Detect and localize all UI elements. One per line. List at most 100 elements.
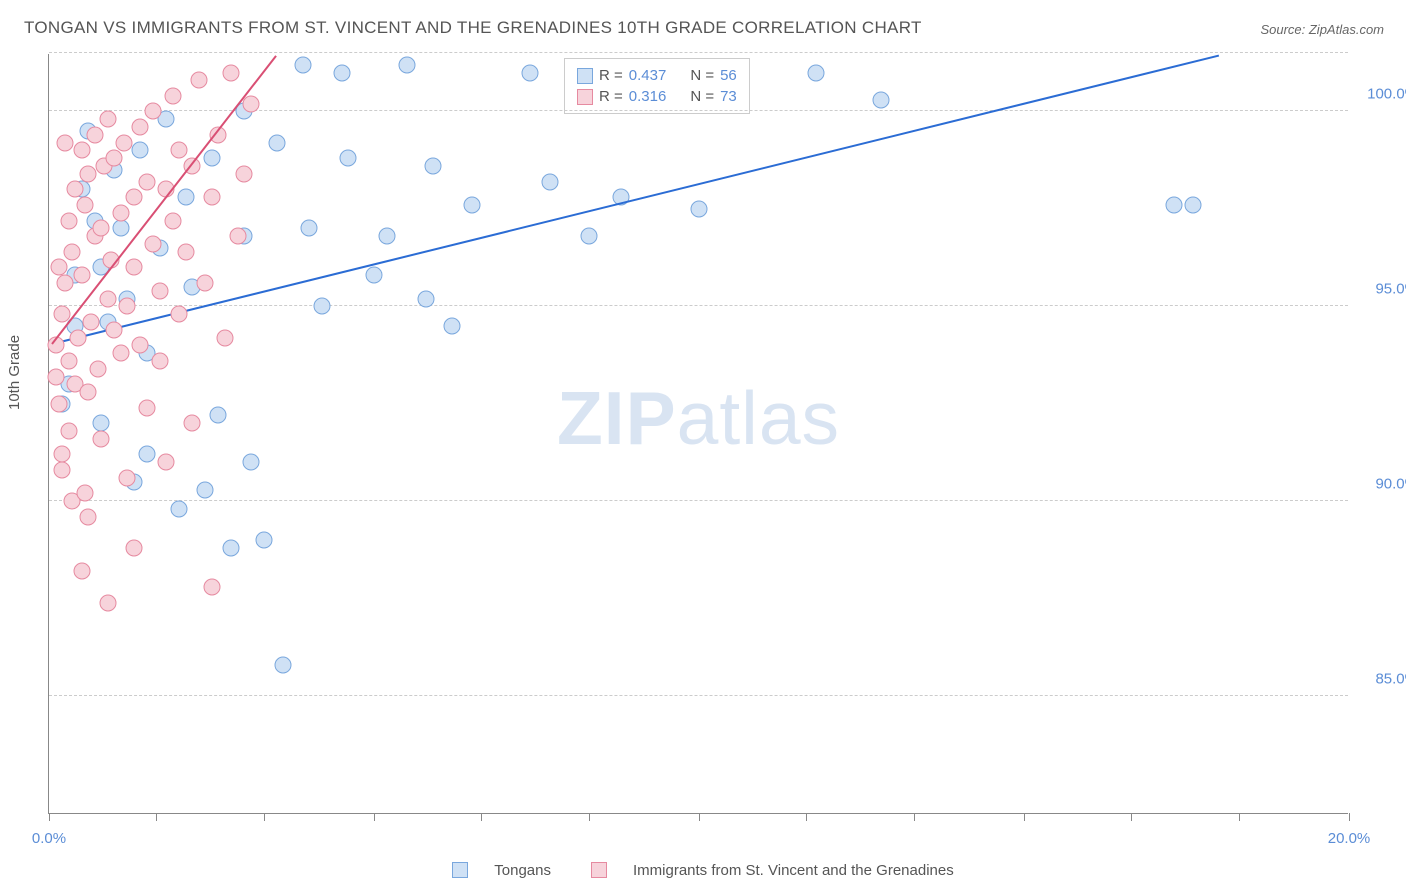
scatter-point [60,423,77,440]
legend-r-value: 0.437 [629,67,667,84]
legend-r-label: R = [599,67,623,84]
source-attribution: Source: ZipAtlas.com [1260,22,1384,37]
scatter-point [125,189,142,206]
scatter-point [177,189,194,206]
scatter-point [444,317,461,334]
legend-item: Tongans [442,862,561,879]
scatter-point [93,430,110,447]
scatter-point [158,454,175,471]
chart-title: TONGAN VS IMMIGRANTS FROM ST. VINCENT AN… [24,18,922,38]
scatter-point [1185,197,1202,214]
scatter-point [314,298,331,315]
scatter-point [138,399,155,416]
x-tick-label: 20.0% [1328,830,1371,847]
scatter-point [236,165,253,182]
scatter-point [197,274,214,291]
scatter-point [229,228,246,245]
scatter-point [541,173,558,190]
y-tick-label: 95.0% [1358,281,1406,298]
legend-n-value: 73 [720,88,737,105]
scatter-point [145,235,162,252]
scatter-point [99,594,116,611]
x-tick [1239,813,1240,821]
scatter-point [164,212,181,229]
scatter-point [379,228,396,245]
gridline [49,305,1348,306]
legend-item: Immigrants from St. Vincent and the Gren… [581,862,964,879]
scatter-point [424,158,441,175]
plot-area: ZIPatlas R =0.437N =56R =0.316N =73 85.0… [48,54,1348,814]
scatter-point [63,243,80,260]
scatter-point [138,173,155,190]
scatter-point [93,415,110,432]
x-tick [374,813,375,821]
scatter-point [171,142,188,159]
scatter-point [76,197,93,214]
legend-swatch [452,862,468,878]
scatter-point [177,243,194,260]
watermark: ZIPatlas [557,375,840,461]
scatter-point [138,446,155,463]
scatter-point [132,142,149,159]
scatter-point [80,508,97,525]
scatter-point [70,329,87,346]
scatter-point [294,56,311,73]
scatter-point [83,313,100,330]
x-tick-label: 0.0% [32,830,66,847]
scatter-point [73,267,90,284]
x-tick [806,813,807,821]
scatter-point [873,91,890,108]
legend-swatch [577,89,593,105]
y-tick-label: 85.0% [1358,671,1406,688]
legend-r-label: R = [599,88,623,105]
legend-n-label: N = [690,67,714,84]
scatter-point [47,368,64,385]
gridline [49,52,1348,53]
legend-swatch [591,862,607,878]
x-tick [49,813,50,821]
scatter-point [580,228,597,245]
scatter-point [203,189,220,206]
x-tick [1024,813,1025,821]
scatter-point [340,150,357,167]
scatter-point [268,134,285,151]
scatter-point [301,220,318,237]
scatter-point [119,298,136,315]
scatter-point [99,290,116,307]
scatter-point [112,220,129,237]
x-tick [264,813,265,821]
scatter-point [125,539,142,556]
scatter-point [171,501,188,518]
scatter-point [808,64,825,81]
scatter-point [223,539,240,556]
x-tick [156,813,157,821]
scatter-point [86,126,103,143]
scatter-point [125,259,142,276]
legend-label: Immigrants from St. Vincent and the Gren… [633,862,954,879]
legend-stats-box: R =0.437N =56R =0.316N =73 [564,58,750,114]
scatter-point [151,352,168,369]
scatter-point [99,111,116,128]
scatter-point [76,485,93,502]
y-axis-label: 10th Grade [6,335,23,410]
scatter-point [418,290,435,307]
scatter-point [80,165,97,182]
scatter-point [184,415,201,432]
scatter-point [197,481,214,498]
scatter-point [522,64,539,81]
scatter-point [145,103,162,120]
scatter-point [112,204,129,221]
scatter-point [190,72,207,89]
scatter-point [255,532,272,549]
scatter-point [366,267,383,284]
scatter-point [89,360,106,377]
gridline [49,695,1348,696]
scatter-point [119,469,136,486]
y-tick-label: 100.0% [1358,86,1406,103]
legend-label: Tongans [494,862,551,879]
scatter-point [106,150,123,167]
scatter-point [132,337,149,354]
scatter-point [115,134,132,151]
scatter-point [73,563,90,580]
scatter-point [54,446,71,463]
